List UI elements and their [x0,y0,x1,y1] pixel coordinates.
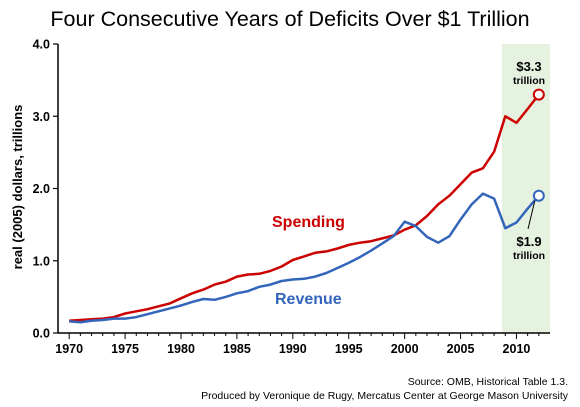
revenue-end-unit: trillion [513,250,545,262]
y-tick-label: 0.0 [33,327,50,341]
plot-area: 0.0 1.0 2.0 3.0 4.0 1970 1975 1980 1985 1990 1995 2… [33,38,550,356]
x-tick-label: 1985 [223,342,251,356]
y-tick-label: 2.0 [33,182,50,196]
x-tick-label: 1990 [279,342,307,356]
x-tick-label: 1980 [167,342,195,356]
source-line-1: Source: OMB, Historical Table 1.3. [408,376,568,388]
y-axis-label: real (2005) dollars, trillions [10,105,25,270]
x-tick-label: 1995 [335,342,363,356]
revenue-annotation-leader [527,200,536,230]
y-tick-label: 1.0 [33,254,50,268]
x-tick-label: 1975 [111,342,139,356]
spending-line [69,93,540,322]
revenue-end-value: $1.9 [516,234,541,249]
x-tick-label: 2000 [391,342,419,356]
x-tick-label: 2005 [447,342,475,356]
revenue-series-label: Revenue [275,291,342,308]
x-tick-label: 2010 [503,342,531,356]
chart-title: Four Consecutive Years of Deficits Over … [50,7,529,31]
spending-series-label: Spending [272,214,345,231]
spending-end-value: $3.3 [516,59,541,74]
highlight-region [501,44,550,333]
revenue-line [69,192,540,324]
spending-end-marker [532,88,545,101]
source-line-2: Produced by Veronique de Rugy, Mercatus … [201,390,569,402]
y-tick-label: 4.0 [33,38,50,52]
spending-end-unit: trillion [513,75,545,87]
y-tick-label: 3.0 [33,110,50,124]
x-tick-label: 1970 [55,342,83,356]
revenue-end-marker [532,189,545,202]
